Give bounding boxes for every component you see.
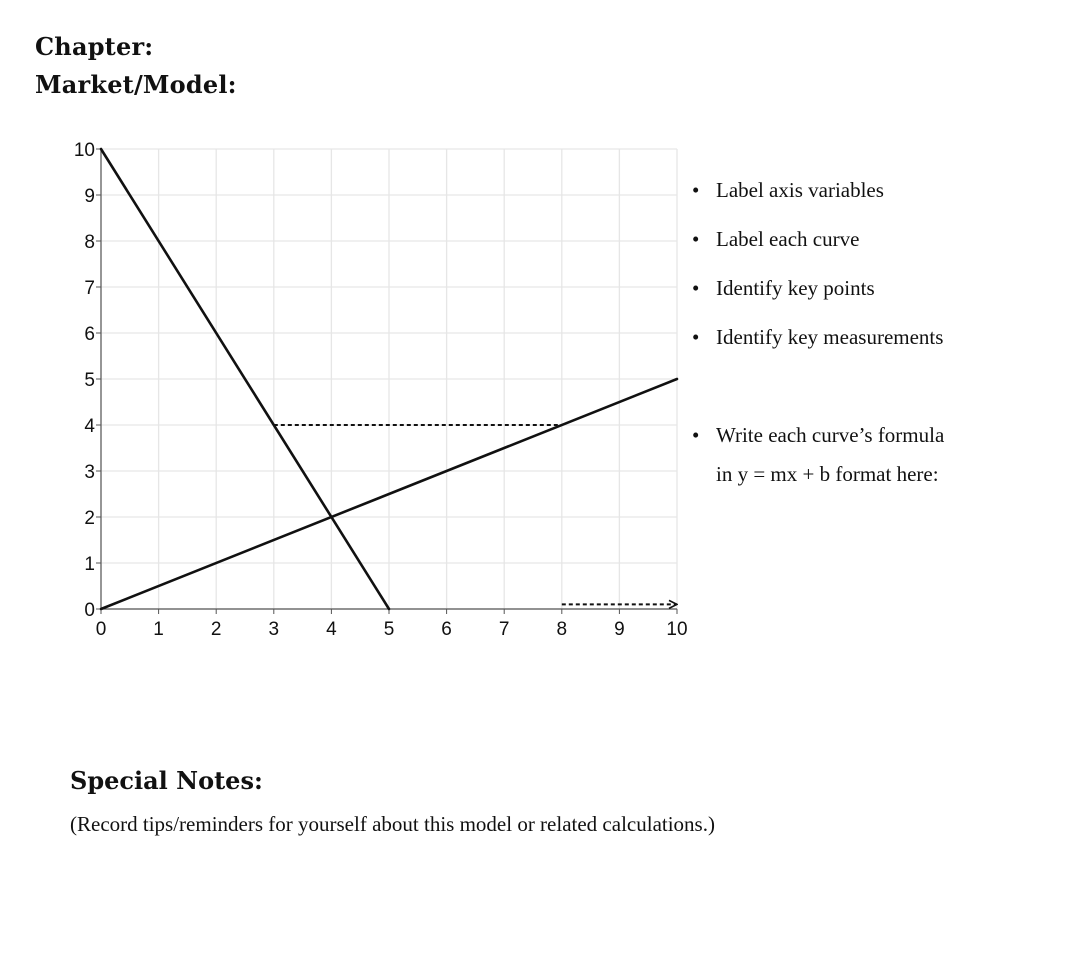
y-tick-label: 5 (84, 370, 95, 391)
bullet-label-curve: • Label each curve (692, 227, 859, 252)
y-tick-label: 6 (84, 324, 95, 345)
y-tick-label: 0 (84, 600, 95, 621)
bullet-icon: • (692, 325, 700, 349)
special-notes-subtitle: (Record tips/reminders for yourself abou… (70, 812, 715, 836)
x-tick-label: 10 (666, 619, 687, 640)
bullet-text: Label each curve (716, 227, 860, 251)
chapter-label: Chapter: (35, 32, 154, 61)
y-tick-label: 9 (84, 186, 95, 207)
x-tick-label: 5 (384, 619, 395, 640)
x-tick-label: 9 (614, 619, 625, 640)
bullet-label-axis: • Label axis variables (692, 178, 884, 203)
bullet-key-points: • Identify key points (692, 276, 875, 301)
x-tick-label: 4 (326, 619, 337, 640)
bullet-icon: • (692, 178, 700, 202)
bullet-icon: • (692, 423, 700, 447)
x-tick-label: 0 (96, 619, 107, 640)
y-tick-label: 10 (74, 140, 95, 161)
y-tick-label: 2 (84, 508, 95, 529)
x-tick-label: 6 (441, 619, 452, 640)
x-tick-label: 8 (557, 619, 568, 640)
bullet-icon: • (692, 276, 700, 300)
curve-upward-sloping (99, 377, 679, 611)
bullet-formula: • Write each curve’s formula (692, 423, 944, 448)
market-model-label: Market/Model: (35, 70, 237, 99)
special-notes-title: Special Notes: (70, 766, 263, 795)
bullet-formula-continuation: in y = mx + b format here: (716, 462, 939, 486)
x-tick-label: 2 (211, 619, 222, 640)
y-tick-label: 4 (84, 416, 95, 437)
x-tick-label: 7 (499, 619, 510, 640)
y-tick-label: 1 (84, 554, 95, 575)
x-tick-label: 1 (153, 619, 164, 640)
bullet-text: Label axis variables (716, 178, 884, 202)
y-tick-label: 8 (84, 232, 95, 253)
bullet-icon: • (692, 227, 700, 251)
y-tick-label: 7 (84, 278, 95, 299)
bullet-key-measurements: • Identify key measurements (692, 325, 943, 350)
bullet-text: Identify key points (716, 276, 875, 300)
bullet-text: Identify key measurements (716, 325, 944, 349)
bullet-text: Write each curve’s formula (716, 423, 945, 447)
x-tick-label: 3 (269, 619, 280, 640)
y-tick-label: 3 (84, 462, 95, 483)
curve-downward-sloping (99, 147, 391, 611)
